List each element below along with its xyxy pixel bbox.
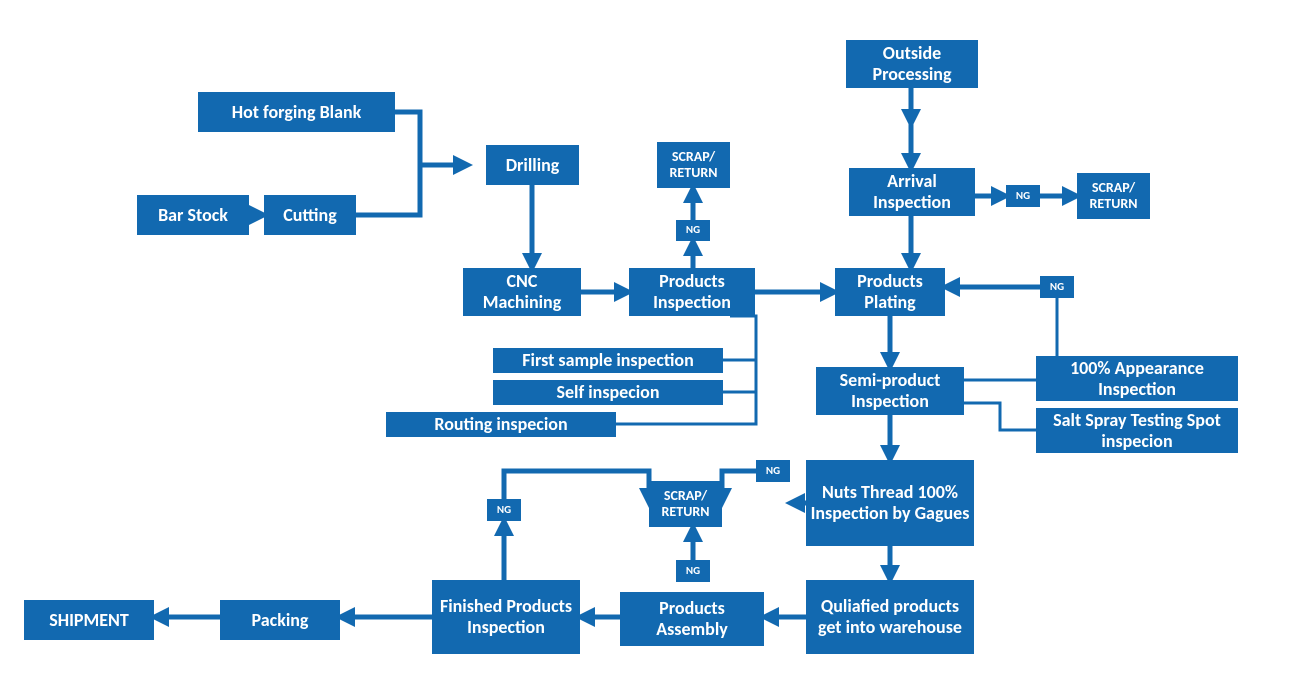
node-ng3: NG — [1040, 276, 1074, 298]
node-scrap1: SCRAP/ RETURN — [657, 142, 730, 188]
node-self_insp: Self inspecion — [493, 380, 723, 405]
node-warehouse: Quliafied products get into warehouse — [806, 580, 974, 654]
node-nuts: Nuts Thread 100% Inspection by Gagues — [806, 460, 974, 546]
node-ng5: NG — [676, 560, 710, 582]
node-cnc: CNC Machining — [463, 268, 581, 316]
node-prod_insp: Products Inspection — [629, 268, 755, 316]
node-ng2: NG — [1006, 185, 1040, 207]
node-appearance: 100% Appearance Inspection — [1036, 356, 1238, 401]
node-semi_insp: Semi-product Inspection — [816, 367, 964, 415]
node-scrap3: SCRAP/ RETURN — [649, 481, 722, 527]
node-first_sample: First sample inspection — [493, 348, 723, 373]
node-routing_insp: Routing inspecion — [386, 412, 616, 437]
edges-layer — [0, 0, 1308, 679]
node-assembly: Products Assembly — [620, 592, 764, 646]
node-shipment: SHIPMENT — [24, 600, 154, 640]
node-drilling: Drilling — [486, 145, 579, 185]
node-ng4: NG — [756, 460, 790, 482]
node-plating: Products Plating — [835, 268, 945, 316]
node-ng6: NG — [487, 499, 521, 521]
node-cutting: Cutting — [264, 195, 356, 235]
node-outside: Outside Processing — [846, 40, 978, 88]
node-arrival: Arrival Inspection — [849, 168, 975, 216]
node-hot_forging: Hot forging Blank — [198, 92, 395, 132]
flowchart-stage: Hot forging Blank Bar Stock Cutting Drillin… — [0, 0, 1308, 679]
node-salt_spray: Salt Spray Testing Spot inspecion — [1036, 408, 1238, 453]
node-scrap2: SCRAP/ RETURN — [1077, 173, 1150, 219]
node-ng1: NG — [676, 220, 710, 241]
node-bar_stock: Bar Stock — [137, 195, 249, 235]
node-packing: Packing — [220, 600, 340, 640]
node-finished: Finished Products Inspection — [432, 580, 580, 654]
